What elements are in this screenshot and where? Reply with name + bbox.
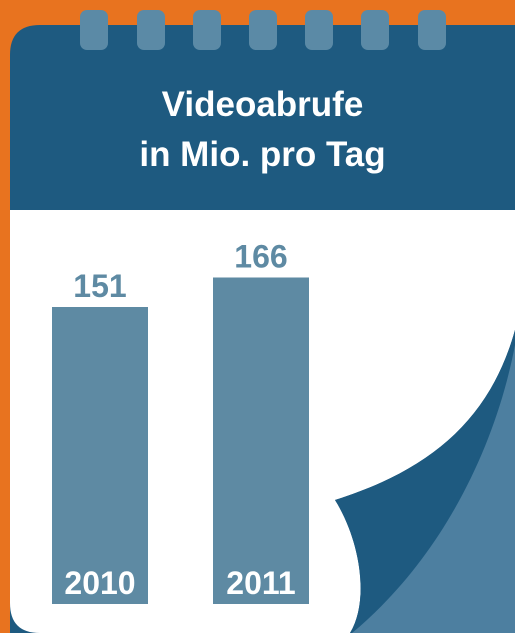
ring	[193, 10, 221, 50]
ring	[418, 10, 446, 50]
category-label: 2010	[64, 565, 135, 601]
page: {"chart_data": {"type": "bar", "title": …	[0, 0, 515, 633]
category-label: 2011	[226, 565, 295, 601]
ring	[361, 10, 389, 50]
ring	[249, 10, 277, 50]
value-label: 166	[234, 238, 287, 274]
chart-title: Videoabrufe in Mio. pro Tag	[10, 80, 515, 180]
ring	[80, 10, 108, 50]
ring	[305, 10, 333, 50]
bar	[52, 307, 148, 604]
bar	[213, 277, 309, 604]
value-label: 151	[73, 268, 126, 304]
ring	[137, 10, 165, 50]
